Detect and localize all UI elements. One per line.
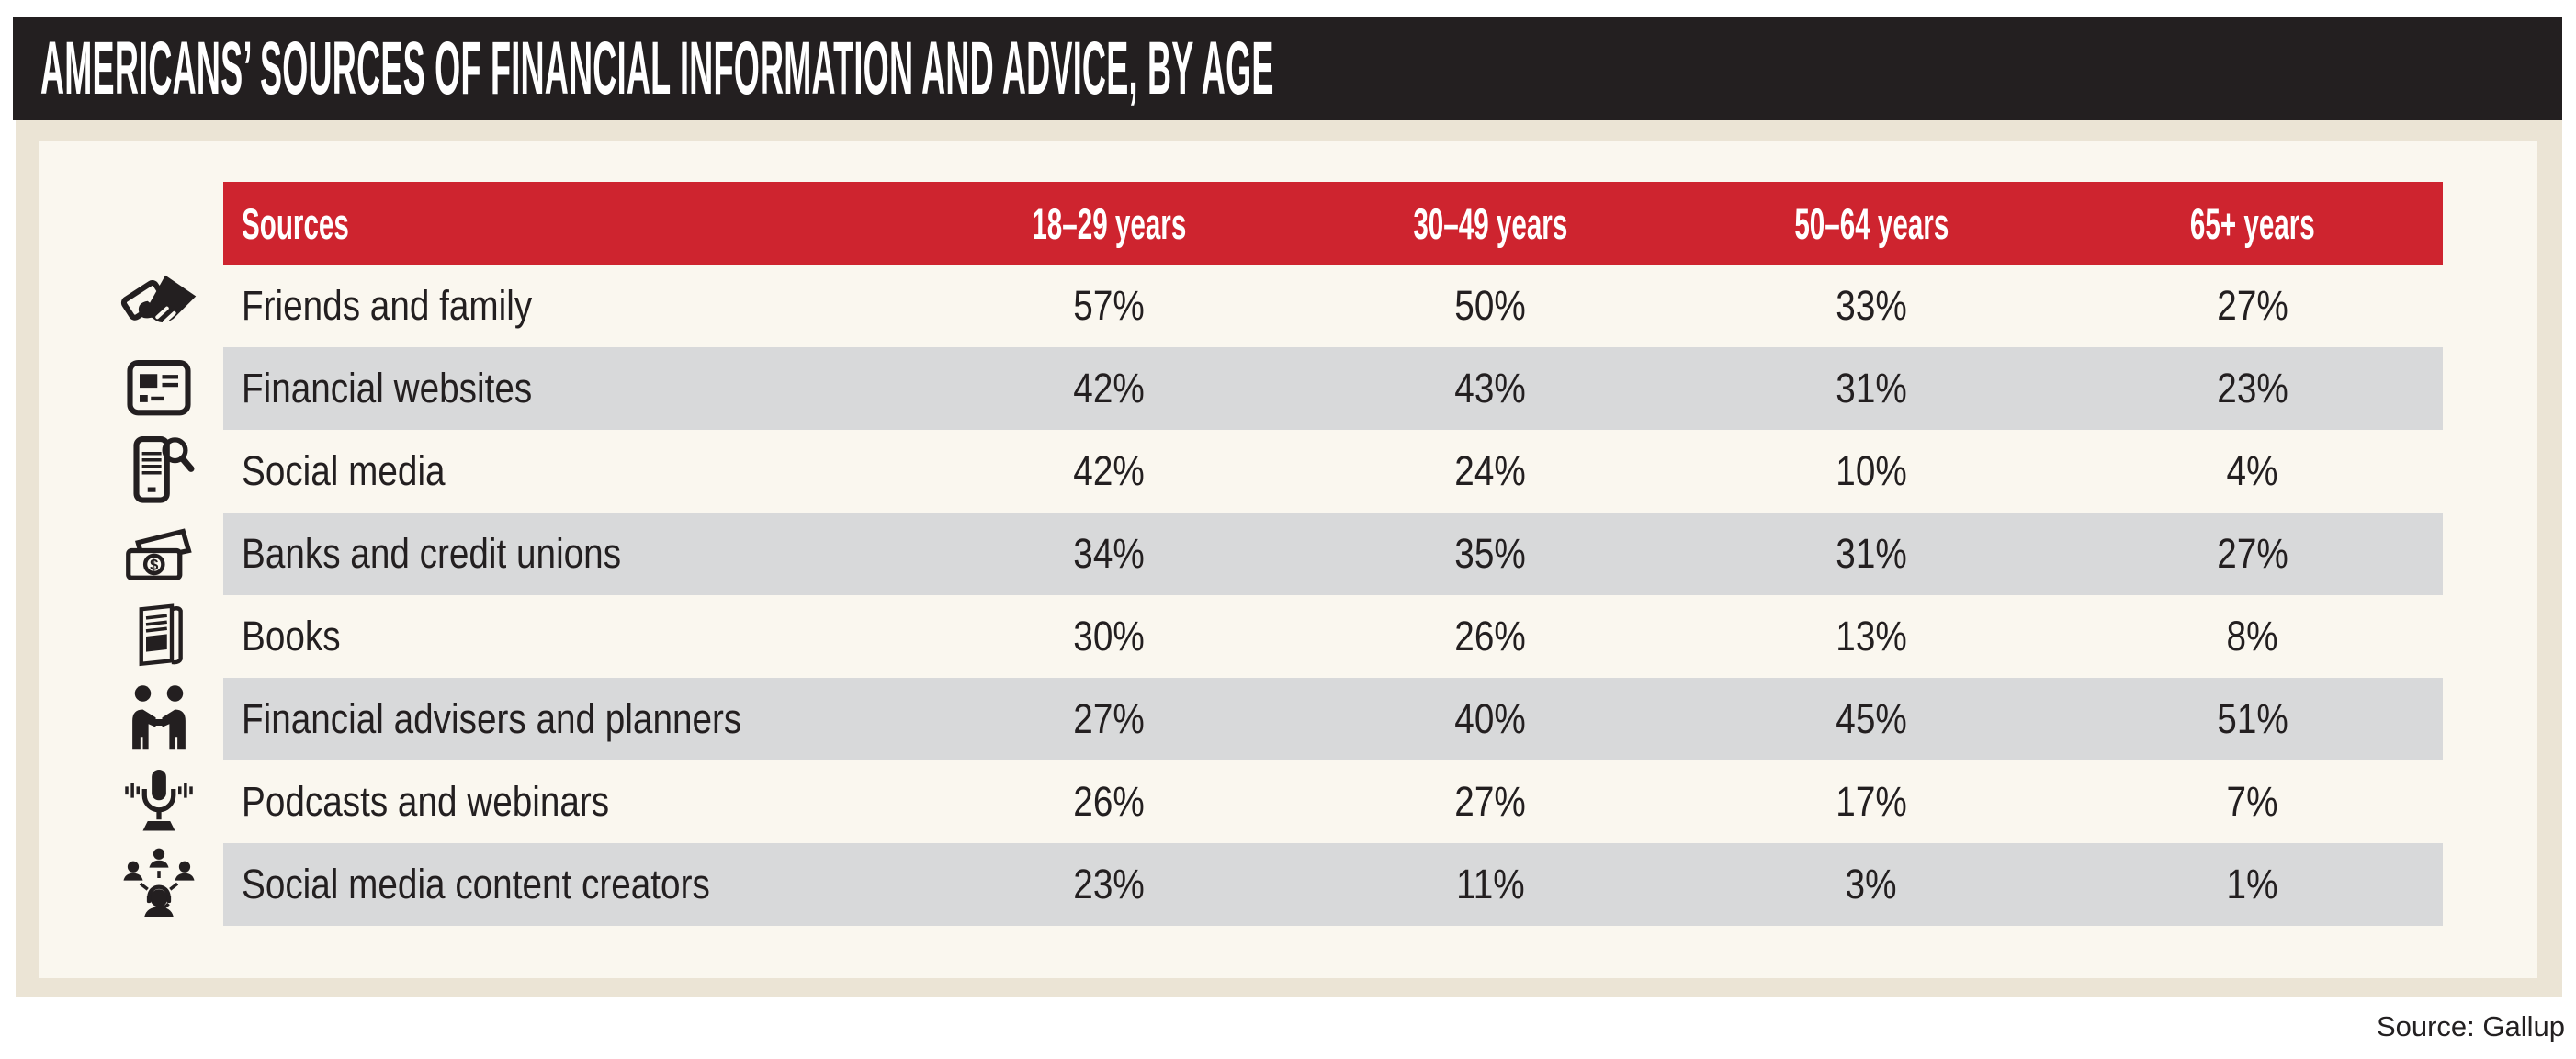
value-cell: 50% (1454, 282, 1526, 329)
page-title: AMERICANS’ SOURCES OF FINANCIAL INFORMAT… (40, 27, 1274, 110)
row-label: Social media content creators (242, 861, 710, 907)
data-table: Sources 18–29 years 30–49 years 50–64 ye… (120, 182, 2443, 926)
value-cell: 27% (1454, 778, 1526, 825)
column-header-30-49: 30–49 years (1300, 182, 1681, 265)
table-row: Friends and family 57% 50% 33% 27% (120, 265, 2443, 347)
row-label: Books (242, 613, 341, 659)
value-cell: 42% (1073, 365, 1146, 411)
svg-text:$: $ (150, 557, 158, 574)
value-cell: 13% (1836, 613, 1907, 659)
value-cell: 17% (1836, 778, 1907, 825)
column-header-label: 50–64 years (1793, 198, 1949, 248)
table-row: Financial advisers and planners 27% 40% … (132, 678, 2443, 760)
social-media-search-icon (115, 430, 203, 513)
table-row: Financial websites 42% 43% 31% 23% (127, 347, 2443, 430)
table-row: Podcasts and webinars 26% 27% 17% 7% (125, 760, 2443, 843)
value-cell: 35% (1454, 530, 1526, 577)
handshake-icon (115, 265, 203, 347)
microphone-icon (115, 760, 203, 843)
value-cell: 31% (1836, 365, 1907, 411)
row-label: Social media (242, 447, 446, 494)
row-label: Podcasts and webinars (242, 778, 610, 825)
value-cell: 40% (1454, 695, 1526, 742)
table-row: Social media 42% 24% 10% 4% (133, 430, 2443, 513)
column-header-label: 30–49 years (1413, 198, 1568, 248)
value-cell: 4% (2226, 447, 2278, 494)
row-label: Financial websites (242, 365, 533, 411)
table-row: Social media content creators 23% 11% 3%… (123, 843, 2443, 926)
value-cell: 30% (1073, 613, 1146, 659)
financial-website-icon (115, 347, 203, 430)
value-cell: 27% (1073, 695, 1146, 742)
value-cell: 57% (1073, 282, 1146, 329)
table-row: $ Banks and credit unions 34% 35% 31% 27… (126, 513, 2443, 595)
table-row: Books 30% 26% 13% 8% (139, 595, 2443, 678)
column-header-label: 18–29 years (1032, 198, 1187, 248)
value-cell: 26% (1073, 778, 1146, 825)
banknotes-icon: $ (115, 513, 203, 595)
column-header-65plus: 65+ years (2062, 182, 2443, 265)
value-cell: 34% (1073, 530, 1146, 577)
value-cell: 10% (1836, 447, 1907, 494)
value-cell: 11% (1455, 861, 1525, 907)
value-cell: 1% (2226, 861, 2278, 907)
book-icon (115, 595, 203, 678)
value-cell: 7% (2226, 778, 2278, 825)
value-cell: 51% (2216, 695, 2288, 742)
row-label: Financial advisers and planners (242, 695, 742, 742)
value-cell: 42% (1073, 447, 1146, 494)
value-cell: 26% (1454, 613, 1526, 659)
value-cell: 23% (2216, 365, 2288, 411)
row-label: Banks and credit unions (242, 530, 622, 577)
column-header-50-64: 50–64 years (1681, 182, 2062, 265)
column-header-label: 65+ years (2189, 198, 2315, 248)
value-cell: 27% (2216, 530, 2288, 577)
advisers-people-icon (115, 678, 203, 760)
value-cell: 3% (1845, 861, 1897, 907)
header-row: Sources 18–29 years 30–49 years 50–64 ye… (223, 182, 2443, 265)
value-cell: 8% (2226, 613, 2278, 659)
column-header-sources: Sources (223, 182, 919, 265)
content-creator-network-icon (115, 843, 203, 926)
row-label: Friends and family (242, 282, 533, 329)
value-cell: 23% (1073, 861, 1146, 907)
column-header-18-29: 18–29 years (919, 182, 1300, 265)
title-bar: AMERICANS’ SOURCES OF FINANCIAL INFORMAT… (13, 17, 2562, 120)
value-cell: 45% (1836, 695, 1907, 742)
source-credit: Source: Gallup (2376, 1010, 2565, 1042)
value-cell: 33% (1836, 282, 1907, 329)
value-cell: 31% (1836, 530, 1907, 577)
value-cell: 27% (2216, 282, 2288, 329)
value-cell: 24% (1454, 447, 1526, 494)
value-cell: 43% (1454, 365, 1526, 411)
column-header-label: Sources (242, 198, 349, 248)
